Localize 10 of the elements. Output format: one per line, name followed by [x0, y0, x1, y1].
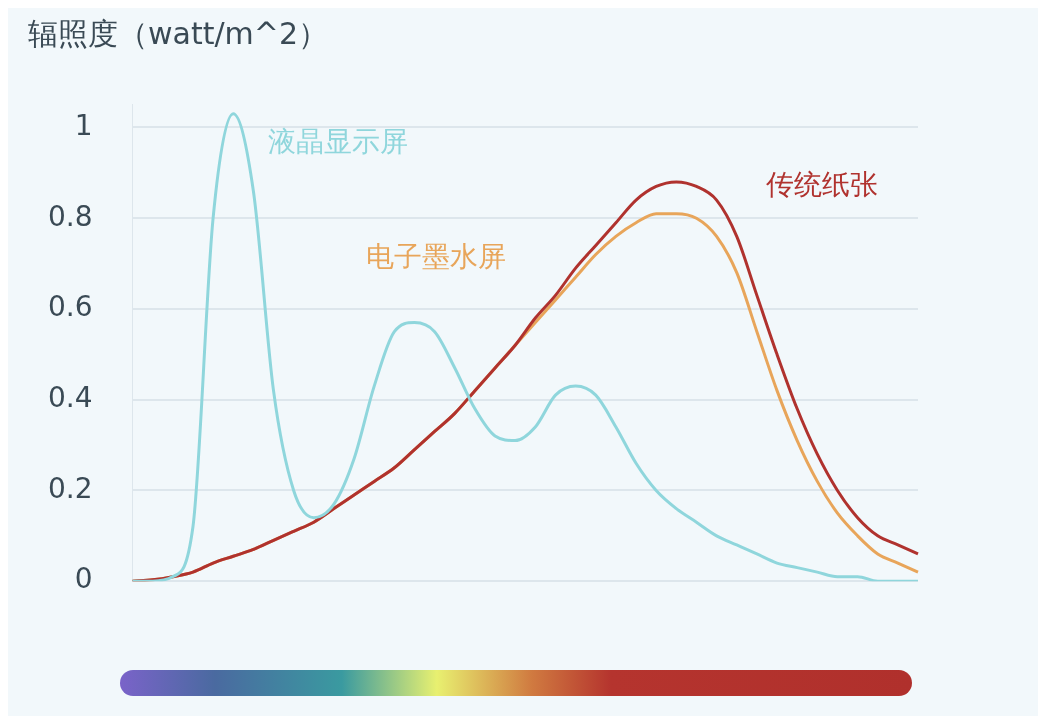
series-label: 液晶显示屏 [268, 125, 409, 159]
series-label: 传统纸张 [766, 168, 879, 202]
series-label: 电子墨水屏 [366, 239, 507, 273]
y-tick-label: 1 [74, 108, 93, 142]
y-tick-label: 0.8 [48, 199, 93, 233]
y-axis-title: 辐照度（watt/m^2） [28, 15, 328, 53]
y-tick-label: 0.6 [48, 290, 93, 324]
y-tick-label: 0 [74, 562, 93, 596]
y-tick-label: 0.2 [48, 471, 93, 505]
y-tick-label: 0.4 [48, 381, 93, 414]
